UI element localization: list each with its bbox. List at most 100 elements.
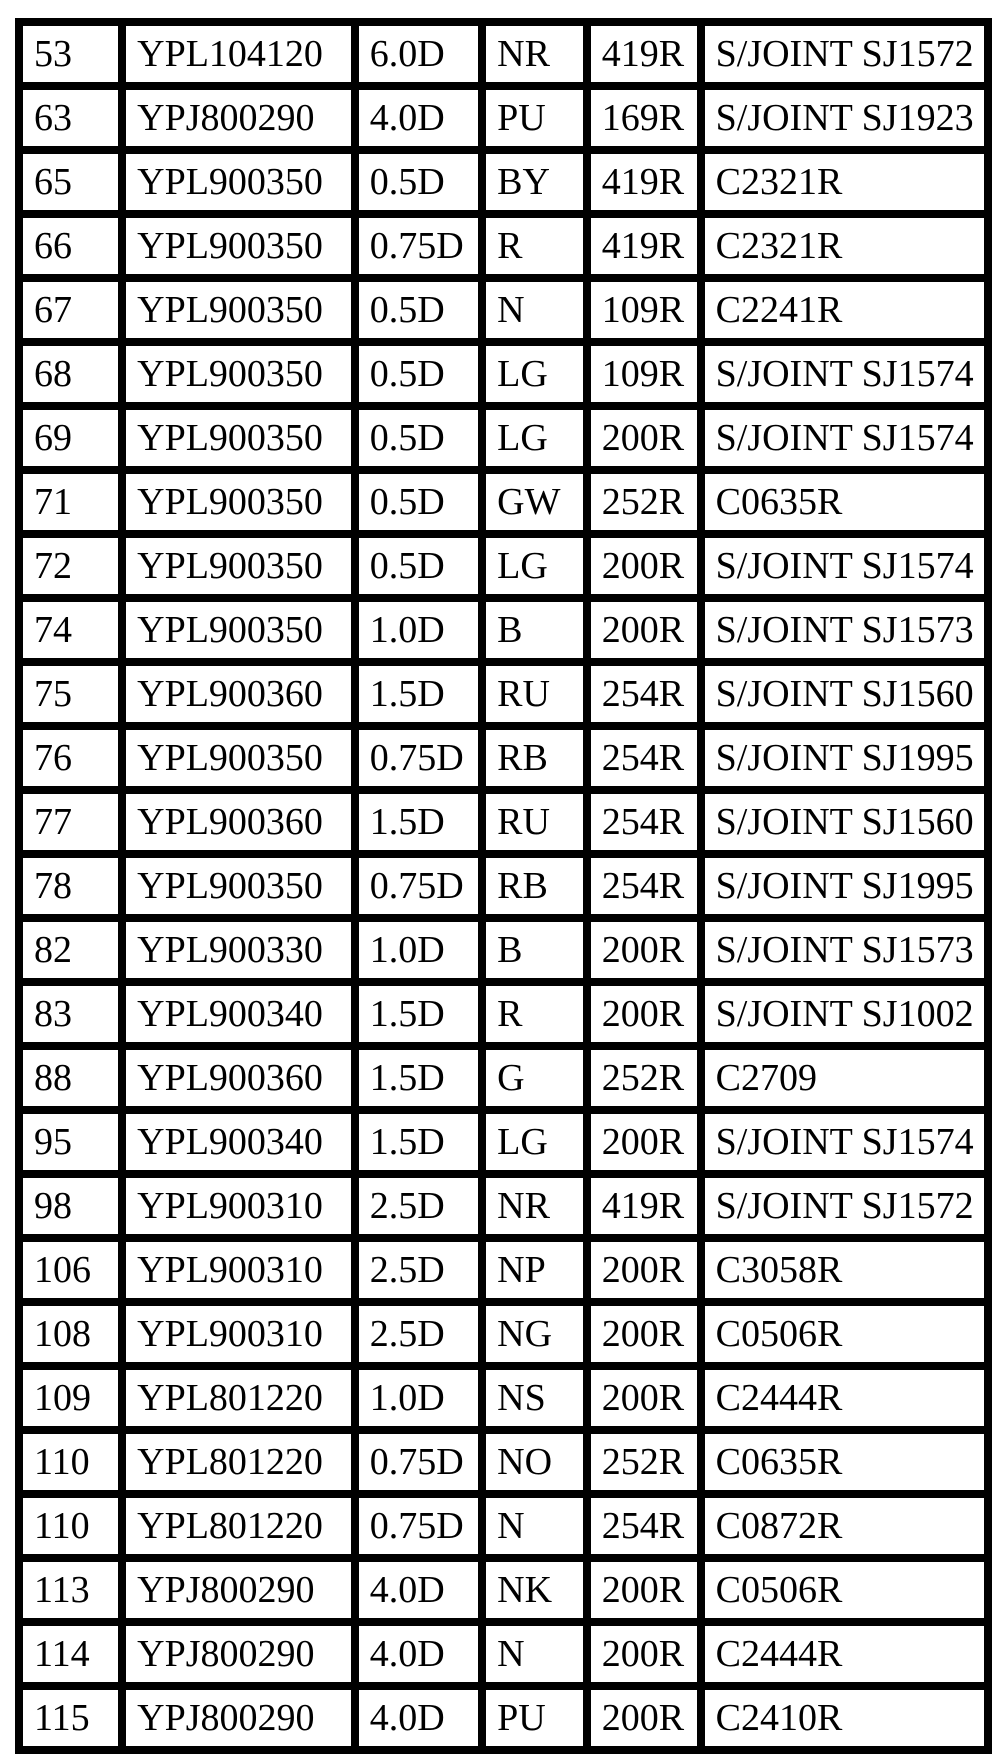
table-cell: 1.5D: [350, 658, 487, 730]
table-row: 83 YPL900340 1.5D R 200R S/JOINT SJ1002: [14, 978, 992, 1050]
table-cell: YPL104120: [118, 18, 359, 90]
table-cell: 0.75D: [350, 722, 487, 794]
table-row: 106 YPL900310 2.5D NP 200R C3058R: [14, 1234, 992, 1306]
table-cell: 254R: [582, 658, 705, 730]
table-cell: RU: [478, 658, 591, 730]
parts-table: 53 YPL104120 6.0D N R 419R S/JOINT SJ1572…: [14, 18, 992, 1754]
table-cell: 252R: [582, 1426, 705, 1498]
table-cell: YPJ800290: [118, 82, 359, 154]
table-cell: 72: [14, 530, 127, 602]
table-cell: 0.5D: [350, 530, 487, 602]
table-cell: 76: [14, 722, 127, 794]
table-cell: 1.0D: [350, 594, 487, 666]
table-cell: 109: [14, 1362, 127, 1434]
table-cell: C0872R: [696, 1490, 992, 1562]
table-cell: YPJ800290: [118, 1618, 359, 1690]
table-cell: 71: [14, 466, 127, 538]
table-cell: 66: [14, 210, 127, 282]
table-cell: 252R: [582, 1042, 705, 1114]
table-cell: S/JOINT SJ1995: [696, 850, 992, 922]
table-cell: 200R: [582, 1682, 705, 1754]
table-row: 74 YPL900350 1.0D B 200R S/JOINT SJ1573: [14, 594, 992, 666]
table-cell: R: [478, 978, 591, 1050]
table-cell: S/JOINT SJ1002: [696, 978, 992, 1050]
table-cell: C2444R: [696, 1362, 992, 1434]
table-row: 88 YPL900360 1.5D G 252R C2709: [14, 1042, 992, 1114]
table-cell: RU: [478, 786, 591, 858]
table-cell: NG: [478, 1298, 591, 1370]
table-cell: 254R: [582, 722, 705, 794]
table-cell: YPL900350: [118, 146, 359, 218]
table-cell: 115: [14, 1682, 127, 1754]
table-row: 67 YPL900350 0.5D N 109R C2241R: [14, 274, 992, 346]
table-cell: 67: [14, 274, 127, 346]
table-cell: YPJ800290: [118, 1682, 359, 1754]
table-cell: 1.0D: [350, 1362, 487, 1434]
table-cell: LG: [478, 1106, 591, 1178]
table-cell: PU: [478, 1682, 591, 1754]
table-cell: 6.0D: [350, 18, 487, 90]
table-cell: 2.5D: [350, 1170, 487, 1242]
table-cell: 200R: [582, 530, 705, 602]
table-cell: RB: [478, 850, 591, 922]
table-cell: YPL900340: [118, 978, 359, 1050]
table-cell: 0.75D: [350, 1490, 487, 1562]
table-cell: 419R: [582, 146, 705, 218]
table-cell: LG: [478, 402, 591, 474]
table-cell: S/JOINT SJ1995: [696, 722, 992, 794]
table-cell: YPL900350: [118, 338, 359, 410]
table-cell: 419R: [582, 1170, 705, 1242]
table-cell: 108: [14, 1298, 127, 1370]
table-cell: YPL900340: [118, 1106, 359, 1178]
table-cell: PU: [478, 82, 591, 154]
table-cell: 65: [14, 146, 127, 218]
table-cell: 200R: [582, 1106, 705, 1178]
table-cell: N: [478, 1618, 591, 1690]
table-cell: 82: [14, 914, 127, 986]
table-cell: YPL900350: [118, 466, 359, 538]
table-cell: YPL900330: [118, 914, 359, 986]
table-cell: YPL900360: [118, 1042, 359, 1114]
table-row: 82 YPL900330 1.0D B 200R S/JOINT SJ1573: [14, 914, 992, 986]
table-cell: 110: [14, 1490, 127, 1562]
table-cell: 69: [14, 402, 127, 474]
table-cell: NK: [478, 1554, 591, 1626]
table-row: 115 YPJ800290 4.0D PU 200R C2410R: [14, 1682, 992, 1754]
table-cell: 113: [14, 1554, 127, 1626]
table-row: 66 YPL900350 0.75D R 419R C2321R: [14, 210, 992, 282]
table-cell: S/JOINT SJ1572: [696, 1170, 992, 1242]
table-cell: C2241R: [696, 274, 992, 346]
table-cell: 110: [14, 1426, 127, 1498]
table-row: 68 YPL900350 0.5D LG 109R S/JOINT SJ1574: [14, 338, 992, 410]
table-cell: S/JOINT SJ1574: [696, 1106, 992, 1178]
table-cell: 200R: [582, 1554, 705, 1626]
table-cell: YPL900310: [118, 1170, 359, 1242]
table-cell: NP: [478, 1234, 591, 1306]
table-cell: 254R: [582, 850, 705, 922]
table-cell: 75: [14, 658, 127, 730]
table-cell: NO: [478, 1426, 591, 1498]
table-cell: G: [478, 1042, 591, 1114]
table-cell: C2444R: [696, 1618, 992, 1690]
table-cell: 98: [14, 1170, 127, 1242]
table-row: 65 YPL900350 0.5D BY 419R C2321R: [14, 146, 992, 218]
table-row: 78 YPL900350 0.75D RB 254R S/JOINT SJ199…: [14, 850, 992, 922]
table-cell: S/JOINT SJ1573: [696, 594, 992, 666]
table-cell: YPL900350: [118, 402, 359, 474]
table-row: 113 YPJ800290 4.0D NK 200R C0506R: [14, 1554, 992, 1626]
table-cell: S/JOINT SJ1560: [696, 658, 992, 730]
table-cell: C0635R: [696, 466, 992, 538]
table-cell: 2.5D: [350, 1298, 487, 1370]
table-row: 114 YPJ800290 4.0D N 200R C2444R: [14, 1618, 992, 1690]
table-cell: 0.75D: [350, 850, 487, 922]
table-cell: 2.5D: [350, 1234, 487, 1306]
table-cell: C0635R: [696, 1426, 992, 1498]
table-cell: 74: [14, 594, 127, 666]
table-cell: 0.5D: [350, 402, 487, 474]
table-cell: YPL900350: [118, 594, 359, 666]
table-row: 76 YPL900350 0.75D RB 254R S/JOINT SJ199…: [14, 722, 992, 794]
table-row: 71 YPL900350 0.5D GW 252R C0635R: [14, 466, 992, 538]
table-cell: 53: [14, 18, 127, 90]
table-cell: YPL900360: [118, 658, 359, 730]
table-cell: C0506R: [696, 1298, 992, 1370]
